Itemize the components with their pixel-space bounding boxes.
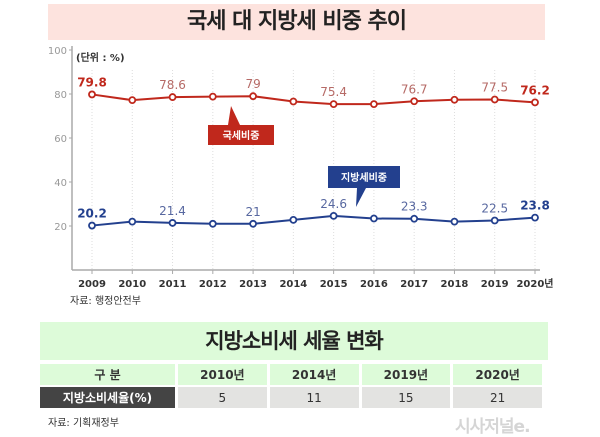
data-label: 21 [245,205,260,219]
data-point [531,213,539,222]
data-point [128,217,137,226]
data-point [490,95,499,104]
logo: 시사저널e. [455,417,531,437]
table-row: 지방소비세율(%) 5 11 15 21 [40,387,542,408]
data-label: 23.8 [520,199,550,213]
data-point [531,98,539,107]
x-tick-label: 2016 [360,279,388,290]
value-cell: 15 [361,387,451,408]
header-cell: 구 분 [40,364,175,385]
x-tick-label: 2012 [199,279,227,290]
data-point [208,219,217,228]
data-label: 78.6 [159,78,186,92]
header-cell: 2019년 [361,364,451,385]
data-point [450,95,459,104]
data-label: 75.4 [320,85,347,99]
data-point [208,92,217,101]
data-point [168,93,177,101]
data-point [450,217,459,226]
source-note-2: 자료: 기획재정부 [48,418,119,429]
table-title: 지방소비세 세율 변화 [40,322,548,360]
value-cell: 5 [178,387,267,408]
callout-local [328,166,400,207]
tax-rate-table: 구 분 2010년 2014년 2019년 2020년 지방소비세율(%) 5 … [37,362,545,410]
data-point [329,100,338,109]
data-point [370,100,378,109]
x-tick-label: 2014 [279,279,307,290]
data-point [370,214,378,223]
data-point [329,211,338,220]
series-line-1 [91,214,536,227]
data-point [128,96,137,105]
unit-label: (단위 : %) [76,51,125,64]
data-point [410,214,419,223]
table-header-row: 구 분 2010년 2014년 2019년 2020년 [40,364,542,385]
y-tick-label: 80 [54,90,67,101]
x-tick-label: 2017 [400,279,428,290]
series-line-0 [91,93,536,106]
y-tick-label: 100 [48,46,67,57]
data-point [88,221,96,230]
data-label: 76.2 [520,83,550,97]
x-tick-label: 2018 [441,279,469,290]
data-label: 79.8 [77,75,107,89]
legend-label: 국세비중 [223,129,260,142]
x-tick-label: 2015 [320,279,348,290]
data-point [249,92,257,101]
value-cell: 11 [269,387,359,408]
data-point [490,216,499,225]
data-label: 24.6 [320,197,347,211]
data-point [168,219,177,227]
y-tick-label: 20 [54,222,67,233]
data-label: 79 [245,77,260,91]
data-point [289,97,298,106]
header-cell: 2010년 [178,364,267,385]
data-label: 23.3 [401,200,428,214]
x-tick-label: 2019 [481,279,509,290]
x-tick-label: 2010 [118,279,146,290]
data-label: 20.2 [77,207,107,221]
value-cell: 21 [453,387,542,408]
row-label: 지방소비세율(%) [40,387,175,408]
source-note: 자료: 행정안전부 [70,296,141,307]
x-tick-label: 2020년 [516,277,553,290]
callout-domestic [208,106,274,145]
legend-label: 지방세비중 [341,171,387,184]
y-tick-label: 40 [54,178,67,189]
header-cell: 2014년 [269,364,359,385]
data-label: 21.4 [159,204,186,218]
x-tick-label: 2013 [239,279,267,290]
y-tick-label: 60 [54,134,67,145]
data-label: 22.5 [481,202,508,216]
data-point [249,219,257,228]
data-point [289,215,298,224]
data-point [410,97,419,106]
data-point [88,90,96,99]
line-chart: 2009 2010 2011 2012 2013 2014 2015 2016 2017 2018… [48,46,554,290]
x-tick-label: 2011 [159,279,187,290]
chart-title: 국세 대 지방세 비중 추이 [48,4,545,40]
data-label: 76.7 [401,82,428,96]
data-label: 77.5 [481,81,508,95]
header-cell: 2020년 [453,364,542,385]
x-tick-label: 2009 [78,279,106,290]
